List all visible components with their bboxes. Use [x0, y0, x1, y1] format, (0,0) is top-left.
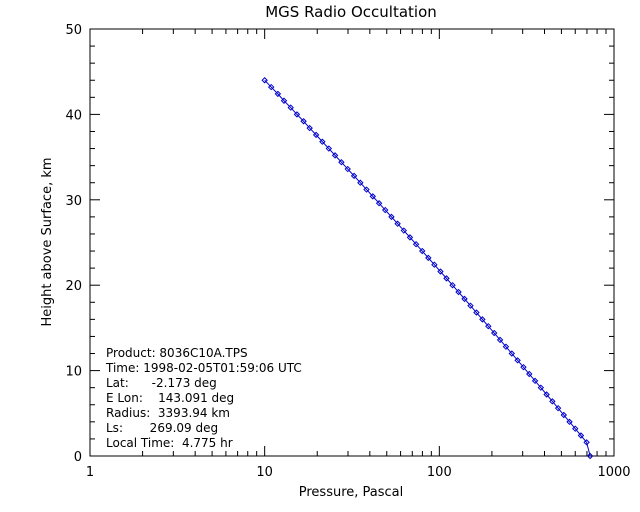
data-point: [280, 97, 288, 104]
annotation-line: Radius: 3393.94 km: [106, 406, 230, 420]
plot-frame: [89, 28, 615, 457]
data-point: [502, 343, 510, 350]
data-point: [531, 377, 539, 385]
data-point: [537, 384, 545, 391]
data-point: [514, 357, 521, 364]
data-point: [412, 241, 420, 248]
x-tick-label: 1: [86, 465, 94, 480]
y-tick-label: 20: [65, 279, 82, 294]
data-point: [287, 104, 294, 111]
data-point: [400, 227, 408, 234]
data-point: [583, 439, 590, 446]
data-point: [560, 411, 568, 419]
data-point: [572, 425, 579, 432]
x-tick-label: 100: [427, 465, 452, 480]
data-point: [406, 234, 414, 241]
data-point: [455, 288, 462, 296]
data-point: [357, 179, 364, 186]
data-point: [554, 404, 562, 412]
data-point: [467, 302, 474, 309]
data-point: [437, 268, 444, 275]
data-point: [382, 206, 389, 214]
data-point: [549, 398, 556, 405]
data-point: [526, 370, 533, 378]
data-point: [274, 90, 282, 98]
data-point: [443, 275, 450, 282]
data-point: [479, 316, 486, 323]
data-point: [344, 165, 351, 173]
tick-labels: 1 10 100 1000 0 10 20 30 40 50: [65, 23, 630, 480]
data-point: [369, 193, 377, 200]
data-point: [425, 254, 432, 262]
y-tick-label: 10: [65, 365, 82, 380]
data-point: [300, 118, 307, 125]
data-point: [293, 111, 301, 118]
y-tick-label: 40: [65, 108, 82, 123]
data-point: [267, 83, 275, 91]
annotation-line: Local Time: 4.775 hr: [106, 436, 233, 450]
y-axis-label: Height above Surface, km: [40, 157, 55, 326]
annotation-line: Product: 8036C10A.TPS: [106, 346, 248, 360]
data-point: [325, 145, 333, 152]
series-line: [264, 79, 591, 457]
data-point: [319, 138, 326, 145]
axis-ticks: [89, 28, 615, 457]
annotation-line: E Lon: 143.091 deg: [106, 391, 234, 405]
data-point: [363, 186, 370, 193]
x-axis-label: Pressure, Pascal: [299, 485, 404, 500]
x-tick-label: 1000: [597, 465, 630, 480]
data-point: [431, 261, 438, 268]
data-series: [261, 77, 594, 460]
annotation-line: Time: 1998-02-05T01:59:06 UTC: [105, 361, 302, 375]
data-point: [508, 350, 515, 357]
data-point: [306, 124, 313, 132]
data-point: [485, 322, 492, 330]
data-point: [419, 247, 426, 255]
data-point: [461, 295, 468, 303]
data-point: [375, 200, 383, 207]
data-point: [543, 391, 550, 398]
data-point: [566, 418, 573, 426]
data-point: [586, 452, 594, 460]
x-tick-label: 10: [256, 465, 273, 480]
data-point: [490, 329, 498, 337]
annotation-line: Lat: -2.173 deg: [106, 376, 217, 390]
data-point: [496, 336, 504, 344]
data-point: [312, 131, 320, 139]
chart-title: MGS Radio Occultation: [265, 3, 437, 21]
data-point: [388, 213, 395, 221]
data-point: [449, 281, 456, 289]
data-point: [577, 432, 585, 439]
data-point: [520, 363, 527, 371]
data-point: [473, 309, 480, 316]
data-point: [331, 152, 339, 159]
data-point: [338, 159, 345, 166]
y-tick-label: 30: [65, 194, 82, 209]
annotation-line: Ls: 269.09 deg: [106, 421, 218, 435]
data-point: [394, 220, 401, 227]
data-point: [261, 77, 268, 84]
y-tick-label: 50: [65, 23, 82, 38]
data-point: [350, 172, 358, 180]
y-tick-label: 0: [74, 450, 82, 465]
